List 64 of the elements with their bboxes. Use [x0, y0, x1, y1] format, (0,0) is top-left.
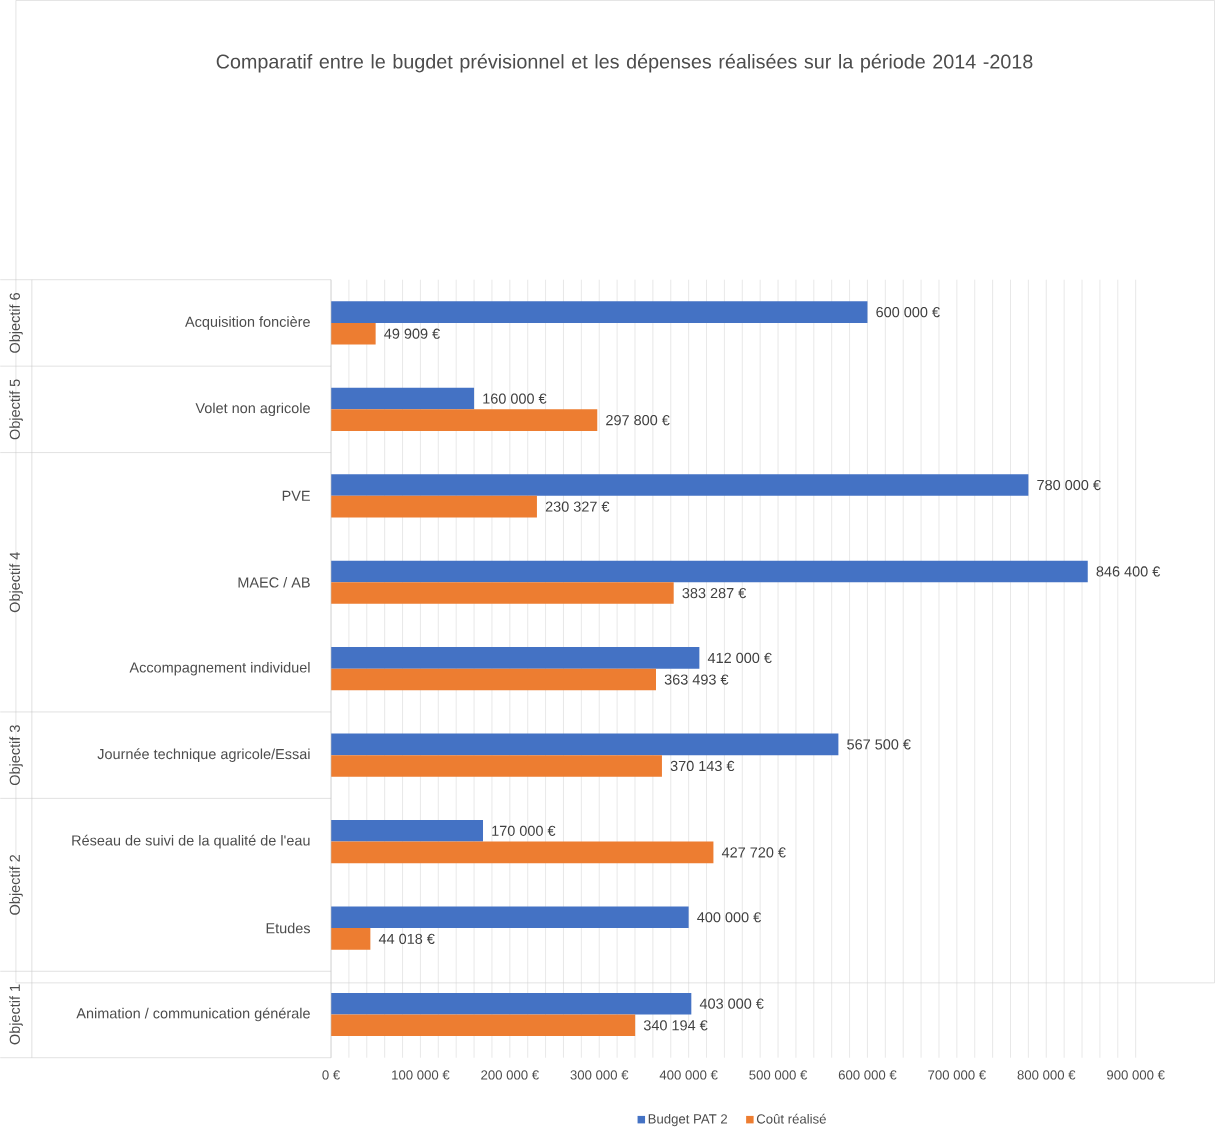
x-tick-label: 500 000 €: [749, 1070, 808, 1080]
text: Objectif 1: [9, 984, 23, 1045]
bar: [331, 668, 656, 691]
data-label: 600 000 €: [876, 307, 940, 318]
y-tick-label: MAEC / AB: [238, 577, 310, 588]
bar: [331, 495, 537, 518]
y-tick-label: Réseau de suivi de la qualité de l'eau: [72, 834, 310, 849]
text: Objectif 5: [9, 379, 23, 440]
chart-title: Comparatif entre le bugdet prévisionnel et les dépenses réalisées sur la période 2014 -2018: [216, 53, 1033, 73]
bar: [331, 387, 475, 410]
data-label: 427 720 €: [721, 847, 786, 858]
data-label: 160 000 €: [483, 393, 547, 404]
data-label: 230 327 €: [545, 501, 610, 512]
x-tick-label: 700 000 €: [928, 1070, 986, 1080]
y-tick-label: Journée technique agricole/Essai: [97, 748, 310, 763]
text: Objectif 3: [9, 725, 23, 786]
bar: [331, 1014, 636, 1037]
data-label: 780 000 €: [1037, 480, 1101, 491]
y-tick-label: Etudes: [266, 922, 311, 934]
data-label: 846 400 €: [1096, 566, 1161, 577]
bar: [331, 733, 839, 756]
data-label: 49 909 €: [384, 328, 440, 339]
bar: [331, 409, 598, 432]
x-tick-label: 100 000 €: [392, 1070, 450, 1080]
data-label: 170 000 €: [492, 825, 556, 837]
data-label: 340 194 €: [643, 1020, 708, 1031]
data-label: 370 143 €: [670, 760, 735, 772]
data-label: 400 000 €: [697, 912, 761, 923]
text: Objectif 4: [9, 552, 23, 613]
bar: [331, 841, 714, 864]
data-label: 363 493 €: [664, 674, 729, 685]
text: Objectif 2: [9, 855, 23, 915]
x-tick-label: 900 000 €: [1107, 1070, 1165, 1080]
y-tick-label: Animation / communication générale: [76, 1007, 310, 1022]
bar: [331, 647, 700, 669]
bar: [331, 582, 674, 604]
bar: [331, 301, 868, 324]
legend-label: Coût réalisé: [756, 1113, 826, 1124]
data-label: 383 287 €: [682, 588, 747, 599]
x-tick-label: 300 000 €: [570, 1070, 629, 1080]
bar: [331, 906, 689, 929]
data-label: 403 000 €: [699, 998, 764, 1009]
x-tick-label: 200 000 €: [481, 1070, 539, 1080]
legend-label: Budget PAT 2: [648, 1114, 728, 1127]
text: Objectif 6: [9, 293, 23, 353]
data-label: 44 018 €: [378, 933, 435, 945]
data-label: 567 500 €: [847, 739, 911, 750]
x-tick-label: 600 000 €: [838, 1070, 897, 1080]
bar: [331, 820, 484, 842]
bar: [331, 755, 662, 777]
y-tick-label: Volet non agricole: [195, 402, 310, 417]
bar: [331, 560, 1088, 583]
x-tick-label: 800 000 €: [1017, 1070, 1076, 1080]
bar: [331, 928, 371, 950]
y-tick-label: Accompagnement individuel: [129, 662, 310, 676]
bar: [331, 993, 692, 1015]
bar: [331, 323, 376, 345]
y-tick-label: PVE: [282, 490, 310, 501]
x-tick-label: 0 €: [322, 1070, 340, 1080]
x-tick-label: 400 000 €: [659, 1070, 718, 1080]
bar: [331, 474, 1029, 496]
data-label: 297 800 €: [606, 415, 670, 426]
data-label: 412 000 €: [707, 652, 772, 664]
y-tick-label: Acquisition foncière: [185, 316, 310, 330]
